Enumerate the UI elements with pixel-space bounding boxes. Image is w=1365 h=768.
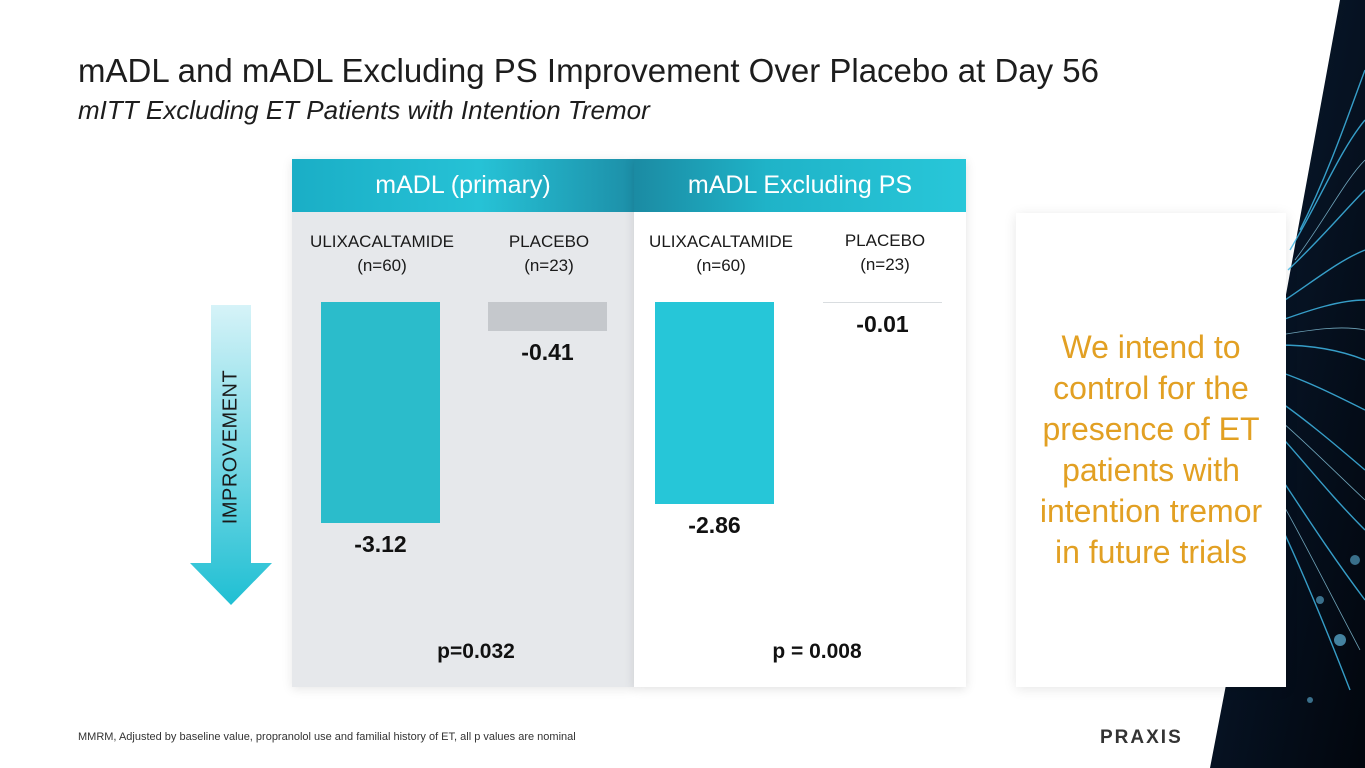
placebo-name-2: PLACEBO [844, 231, 926, 250]
bar-madl-excl-ps-ulixacaltamide [655, 302, 774, 505]
value-label-madl-excl-ps-ulixacaltamide: -2.86 [688, 512, 741, 539]
callout-text: We intend to control for the presence of… [1039, 329, 1263, 570]
value-label-madl-ulixacaltamide: -3.12 [354, 530, 407, 557]
bar-madl-placebo [488, 302, 607, 331]
bar-madl-excl-ps-placebo [823, 302, 942, 303]
ulixacaltamide-name-1: ULIXACALTAMIDE [310, 232, 454, 251]
madl-excluding-ps-header: mADL Excluding PS [634, 159, 966, 212]
ulixacaltamide-name-2: ULIXACALTAMIDE [649, 232, 793, 251]
placebo-n-2: (n=23) [860, 255, 910, 274]
ulixacaltamide-label-2: ULIXACALTAMIDE (n=60) [636, 230, 806, 278]
value-label-madl-excl-ps-placebo: -0.01 [856, 311, 909, 337]
slide-subtitle: mITT Excluding ET Patients with Intentio… [78, 95, 650, 125]
value-label-madl-placebo: -0.41 [521, 339, 574, 365]
placebo-name-1: PLACEBO [508, 232, 590, 251]
placebo-label-1: PLACEBO (n=23) [464, 230, 634, 278]
p-value-madl: p=0.032 [437, 640, 515, 663]
placebo-label-2: PLACEBO (n=23) [800, 229, 970, 277]
madl-primary-header: mADL (primary) [292, 159, 634, 212]
footnote: MMRM, Adjusted by baseline value, propra… [78, 731, 576, 743]
callout-box: We intend to control for the presence of… [1016, 213, 1286, 687]
improvement-arrow-icon [190, 305, 272, 605]
placebo-n-1: (n=23) [524, 256, 574, 275]
improvement-label: IMPROVEMENT [219, 369, 242, 525]
ulixacaltamide-n-2: (n=60) [696, 256, 746, 275]
praxis-logo: PRAXIS [1100, 727, 1183, 748]
p-value-madl-excl-ps: p = 0.008 [772, 640, 862, 663]
slide-title: mADL and mADL Excluding PS Improvement O… [78, 52, 1100, 89]
ulixacaltamide-n-1: (n=60) [357, 256, 407, 275]
bar-madl-ulixacaltamide [321, 302, 440, 523]
ulixacaltamide-label-1: ULIXACALTAMIDE (n=60) [297, 230, 467, 278]
